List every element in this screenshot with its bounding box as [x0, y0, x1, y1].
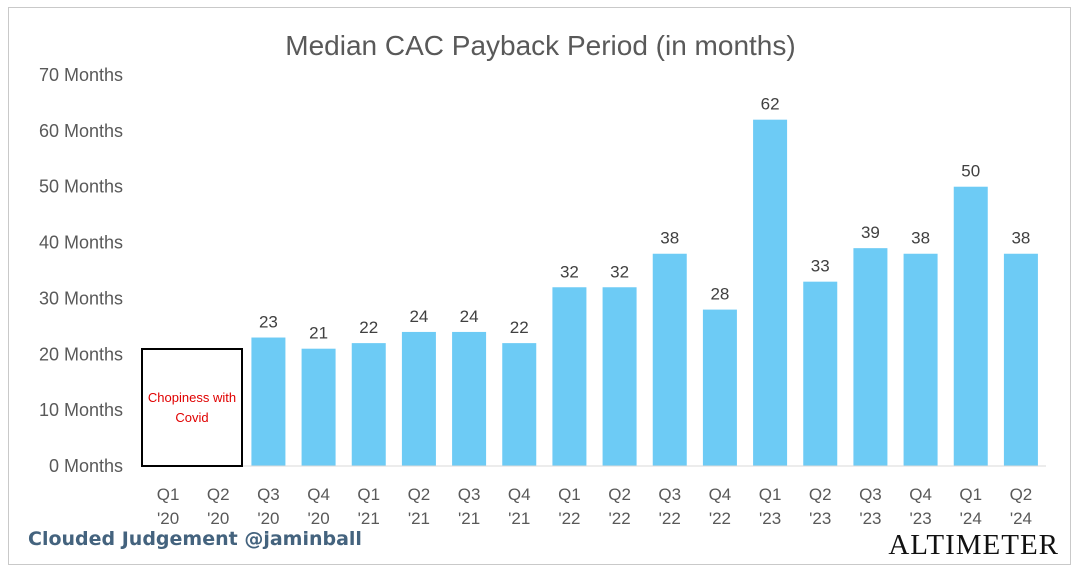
x-tick-label-quarter: Q2 [207, 485, 230, 504]
x-tick-label-year: '24 [960, 509, 982, 528]
data-labels: 23 21 22 24 24 22 32 32 38 28 62 33 39 38 50 38 [259, 95, 1030, 343]
y-tick-label: 60 Months [39, 121, 123, 141]
bars [251, 119, 1038, 466]
data-label: 38 [660, 229, 679, 248]
x-tick-label-quarter: Q3 [859, 485, 882, 504]
data-label: 50 [961, 162, 980, 181]
x-tick-label-quarter: Q1 [558, 485, 581, 504]
bar [853, 248, 888, 466]
y-tick-label: 70 Months [39, 65, 123, 85]
data-label: 24 [460, 307, 479, 326]
x-tick-label-quarter: Q4 [307, 485, 330, 504]
data-label: 33 [811, 257, 830, 276]
bar [401, 331, 436, 466]
bar [251, 337, 286, 466]
bar [803, 281, 838, 466]
x-tick-label-quarter: Q3 [257, 485, 280, 504]
x-tick-label-quarter: Q1 [157, 485, 180, 504]
x-tick-label-quarter: Q2 [1010, 485, 1033, 504]
y-tick-label: 10 Months [39, 400, 123, 420]
bar [702, 309, 737, 466]
data-label: 22 [510, 318, 529, 337]
x-tick-label-quarter: Q4 [508, 485, 531, 504]
bar [753, 119, 788, 466]
data-label: 39 [861, 223, 880, 242]
data-label: 24 [409, 307, 428, 326]
x-tick-label-year: '20 [257, 509, 279, 528]
x-tick-label-year: '22 [609, 509, 631, 528]
x-tick-label-year: '22 [709, 509, 731, 528]
x-tick-label-year: '21 [408, 509, 430, 528]
x-tick-label-year: '20 [157, 509, 179, 528]
x-tick-label-year: '23 [809, 509, 831, 528]
x-tick-label-year: '21 [358, 509, 380, 528]
y-tick-label: 30 Months [39, 288, 123, 308]
covid-annotation-box: Chopiness with Covid [141, 348, 243, 467]
data-label: 38 [1011, 229, 1030, 248]
bar [552, 287, 587, 466]
bar [452, 331, 487, 466]
x-tick-label-year: '23 [759, 509, 781, 528]
bar [953, 186, 988, 466]
bar [903, 253, 938, 466]
x-tick-label-quarter: Q2 [809, 485, 832, 504]
watermark: Clouded Judgement @jaminball [28, 528, 362, 550]
y-tick-label: 40 Months [39, 233, 123, 253]
x-tick-label-year: '21 [458, 509, 480, 528]
data-label: 22 [359, 318, 378, 337]
y-axis: 0 Months 10 Months 20 Months 30 Months 40 Mo… [39, 65, 123, 476]
x-tick-label-year: '21 [508, 509, 530, 528]
bar [602, 287, 637, 466]
data-label: 32 [610, 262, 629, 281]
y-tick-label: 20 Months [39, 344, 123, 364]
x-tick-label-year: '23 [910, 509, 932, 528]
brand-logo: ALTIMETER [888, 529, 1059, 561]
chart-frame [8, 7, 1071, 565]
data-label: 21 [309, 324, 328, 343]
x-tick-label-quarter: Q4 [709, 485, 732, 504]
data-label: 62 [761, 95, 780, 114]
x-tick-label-year: '22 [558, 509, 580, 528]
y-tick-label: 0 Months [49, 456, 123, 476]
x-tick-label-year: '20 [207, 509, 229, 528]
x-tick-label-quarter: Q2 [408, 485, 431, 504]
x-tick-label-quarter: Q2 [608, 485, 631, 504]
bar [301, 348, 336, 466]
data-label: 32 [560, 262, 579, 281]
covid-annotation-text: Chopiness with Covid [147, 389, 237, 425]
x-tick-label-year: '20 [308, 509, 330, 528]
chart-title: Median CAC Payback Period (in months) [285, 30, 796, 61]
x-tick-label-year: '23 [859, 509, 881, 528]
x-tick-label-year: '22 [659, 509, 681, 528]
bar [652, 253, 687, 466]
x-tick-label-quarter: Q1 [357, 485, 380, 504]
y-tick-label: 50 Months [39, 177, 123, 197]
x-tick-label-quarter: Q3 [658, 485, 681, 504]
x-tick-label-year: '24 [1010, 509, 1032, 528]
x-tick-label-quarter: Q3 [458, 485, 481, 504]
x-tick-label-quarter: Q1 [759, 485, 782, 504]
data-label: 28 [710, 285, 729, 304]
bar [1003, 253, 1038, 466]
x-tick-label-quarter: Q4 [909, 485, 932, 504]
data-label: 23 [259, 313, 278, 332]
x-tick-label-quarter: Q1 [959, 485, 982, 504]
data-label: 38 [911, 229, 930, 248]
bar [351, 343, 386, 466]
x-axis: Q1 '20 Q2 '20 Q3 '20 Q4 '20 Q1 '21 Q2 '21 Q3 '21 Q4 '21… [143, 465, 1046, 528]
bar [502, 343, 537, 466]
